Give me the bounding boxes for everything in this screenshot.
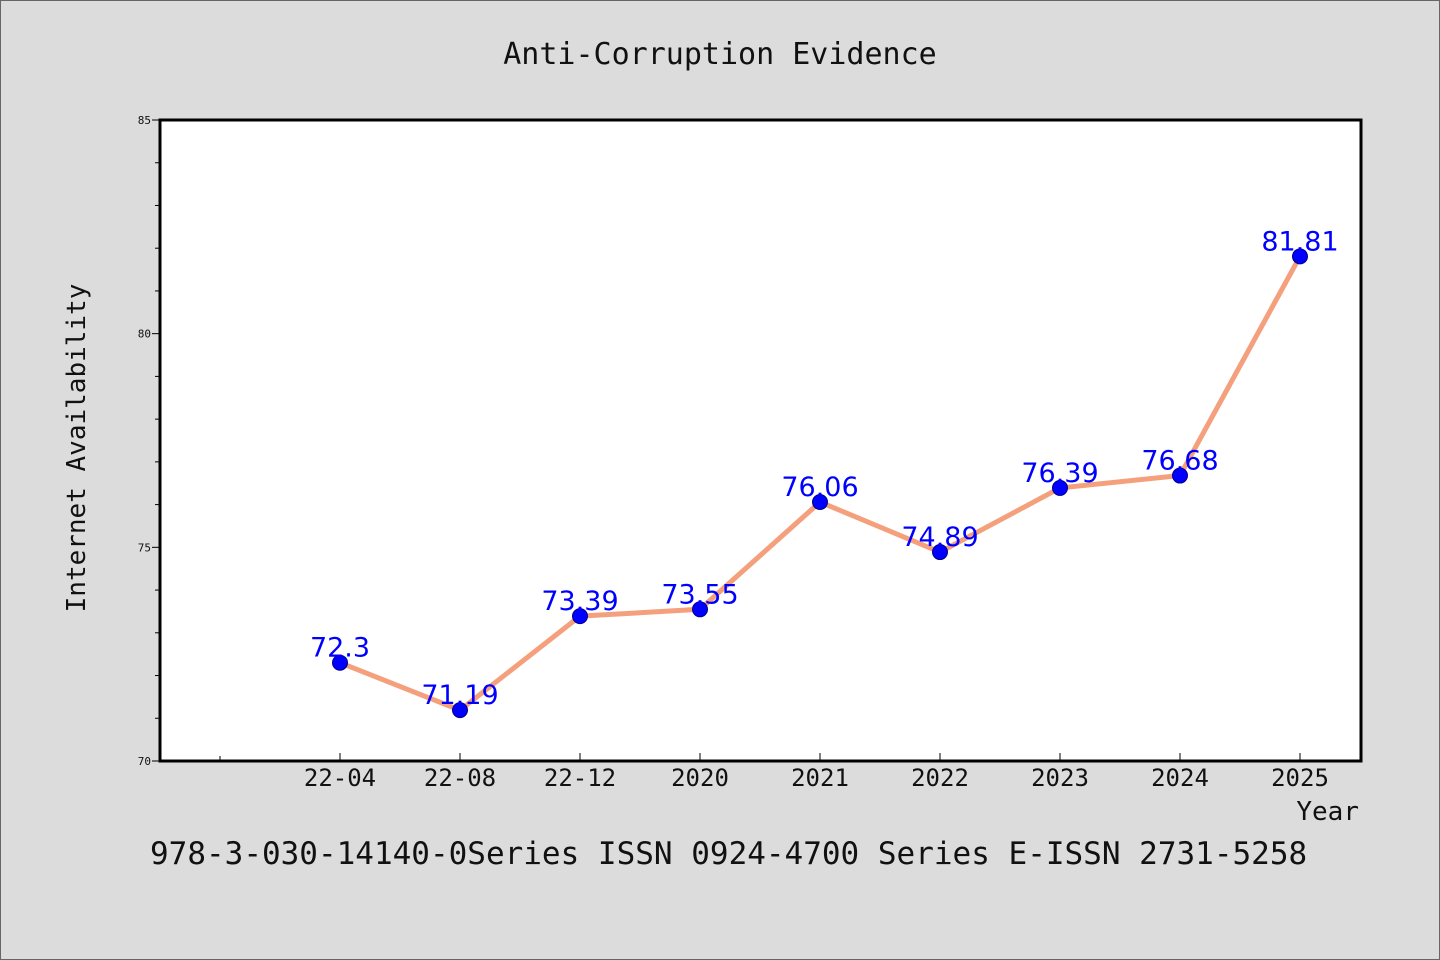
data-label: 76.06 xyxy=(781,472,858,503)
x-tick-label: 22-08 xyxy=(424,764,496,792)
data-label: 74.89 xyxy=(901,522,978,553)
data-point xyxy=(572,608,588,625)
plot-frame xyxy=(158,118,1363,763)
x-tick-label: 2024 xyxy=(1151,764,1209,792)
data-label: 81.81 xyxy=(1261,226,1338,257)
data-point xyxy=(452,702,468,719)
data-point xyxy=(1172,467,1188,484)
x-tick-label: 22-04 xyxy=(304,764,376,792)
footer-text: 978-3-030-14140-0Series ISSN 0924-4700 S… xyxy=(150,836,1307,872)
x-tick-label: 2025 xyxy=(1271,764,1329,792)
plot-area xyxy=(160,120,1361,761)
data-point xyxy=(692,601,708,618)
y-axis-label: Internet Availability xyxy=(62,284,92,613)
data-label: 71.19 xyxy=(421,680,498,711)
data-labels: 72.3 71.19 73.39 73.55 76.06 74.89 76.39 76.68 8… xyxy=(310,226,1339,711)
x-tick-label: 2022 xyxy=(911,764,969,792)
data-point xyxy=(1052,479,1068,496)
data-label: 76.68 xyxy=(1141,446,1218,477)
data-label: 73.55 xyxy=(661,579,738,610)
data-label: 72.3 xyxy=(310,633,370,664)
y-tick-label: 85 xyxy=(138,114,151,127)
x-tick-label: 2023 xyxy=(1031,764,1089,792)
data-point xyxy=(932,544,948,561)
x-tick-label: 2020 xyxy=(671,764,729,792)
x-tick-label: 22-12 xyxy=(544,764,616,792)
y-tick-label: 75 xyxy=(138,541,151,554)
y-tick-label: 70 xyxy=(138,755,151,768)
data-label: 73.39 xyxy=(541,586,618,617)
data-label: 76.39 xyxy=(1021,458,1098,489)
data-point xyxy=(812,494,828,511)
data-point xyxy=(1292,248,1308,265)
x-axis-label: Year xyxy=(1296,797,1359,827)
chart-title: Anti-Corruption Evidence xyxy=(503,37,936,72)
data-point xyxy=(332,654,348,671)
x-tick-label: 2021 xyxy=(791,764,849,792)
x-axis-ticks: 22-04 22-08 22-12 2020 2021 2022 2023 2024 2025 xyxy=(219,753,1329,792)
data-markers xyxy=(332,248,1308,719)
y-tick-label: 80 xyxy=(138,328,151,341)
